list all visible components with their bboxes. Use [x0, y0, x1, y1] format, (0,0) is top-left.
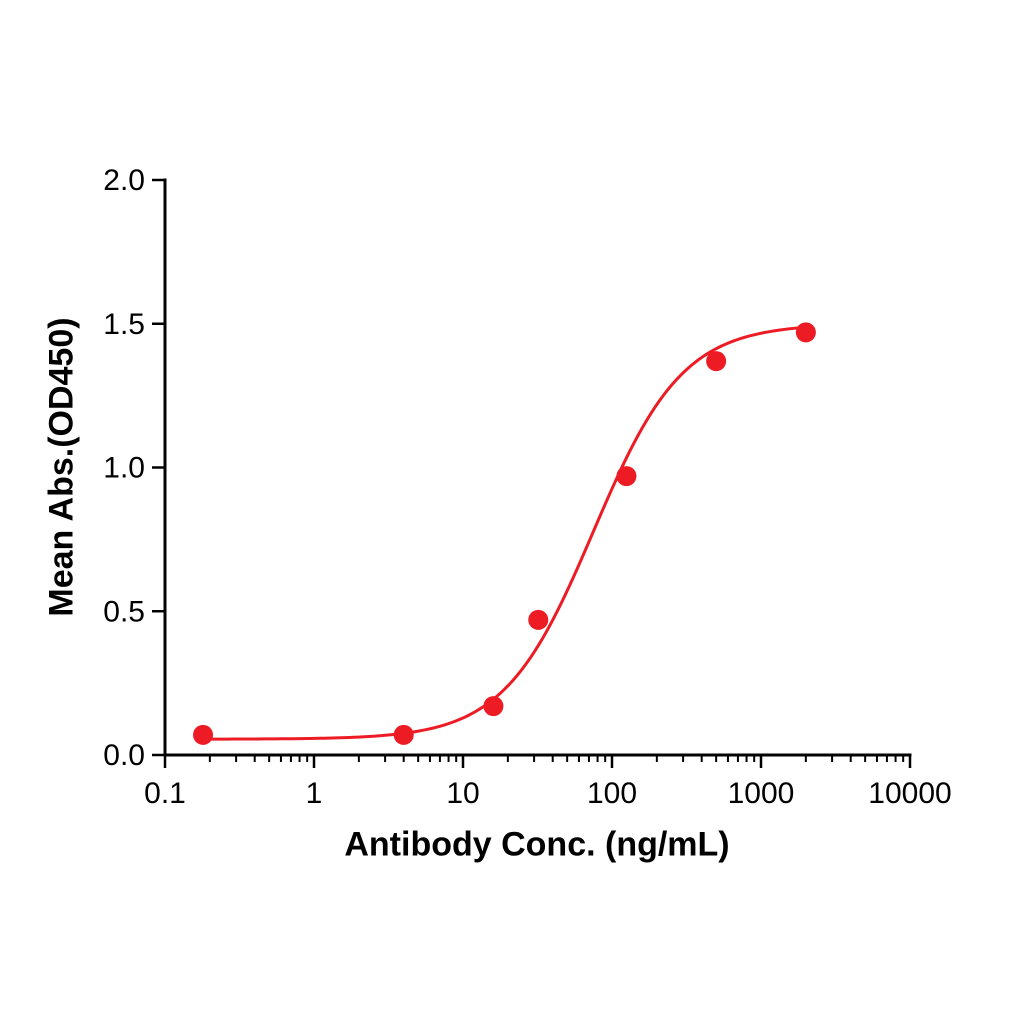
- y-tick-label: 1.0: [103, 452, 145, 485]
- y-tick-label: 0.5: [103, 595, 145, 628]
- y-axis-title: Mean Abs.(OD450): [42, 317, 81, 617]
- data-point: [483, 696, 504, 717]
- fit-curve: [201, 325, 808, 741]
- x-tick-label: 10: [446, 777, 479, 810]
- x-tick-label: 100: [587, 777, 637, 810]
- x-tick-label: 10000: [868, 777, 951, 810]
- y-tick-label: 1.5: [103, 308, 145, 341]
- data-point: [528, 609, 549, 630]
- x-tick-label: 1000: [728, 777, 795, 810]
- data-point: [393, 724, 414, 745]
- data-point: [193, 724, 214, 745]
- data-point: [795, 322, 816, 343]
- y-tick-label: 0.0: [103, 739, 145, 772]
- data-point: [706, 351, 727, 372]
- data-point: [616, 466, 637, 487]
- x-tick-label: 0.1: [144, 777, 186, 810]
- y-tick-label: 2.0: [103, 164, 145, 197]
- x-tick-label: 1: [306, 777, 323, 810]
- x-axis-title: Antibody Conc. (ng/mL): [344, 825, 730, 864]
